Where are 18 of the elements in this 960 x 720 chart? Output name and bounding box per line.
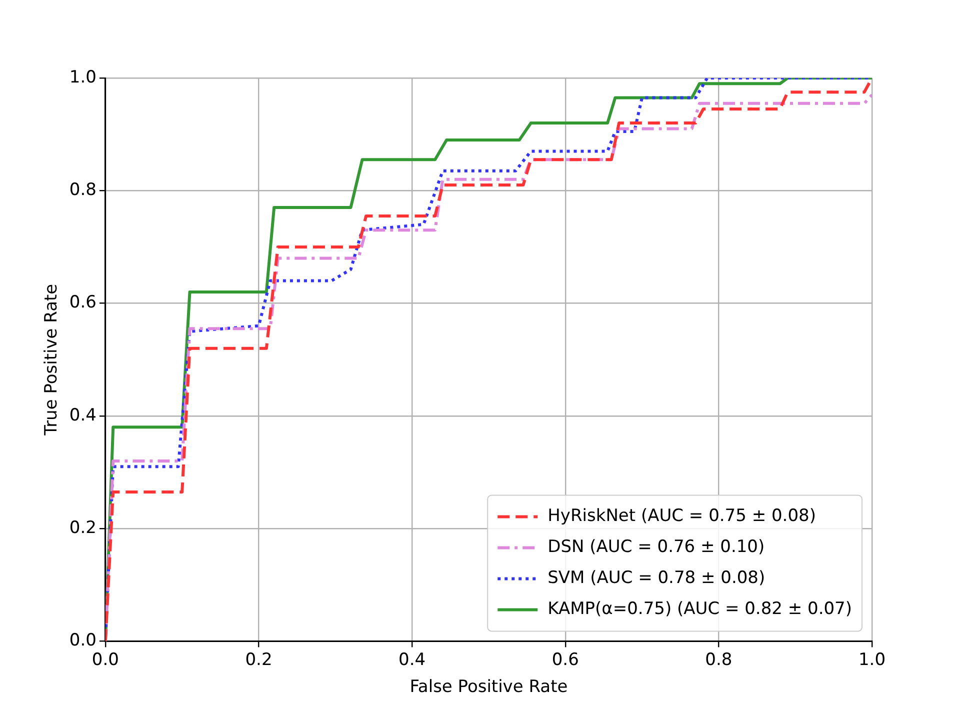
y-tick-label: 0.0 <box>69 630 96 651</box>
y-tick-label: 0.6 <box>69 292 96 313</box>
x-tick-label: 0.0 <box>92 650 119 670</box>
legend-label: DSN (AUC = 0.76 ± 0.10) <box>548 537 765 558</box>
x-tick-label: 1.0 <box>858 650 886 670</box>
legend-label: HyRiskNet (AUC = 0.75 ± 0.08) <box>548 506 816 526</box>
y-axis-title: True Positive Rate <box>42 284 62 436</box>
legend-label: SVM (AUC = 0.78 ± 0.08) <box>548 568 766 588</box>
x-tick-label: 0.6 <box>552 650 579 670</box>
legend-label: KAMP(α=0.75) (AUC = 0.82 ± 0.07) <box>548 599 852 620</box>
x-tick-label: 0.8 <box>705 650 732 670</box>
y-tick-label: 0.4 <box>69 405 96 426</box>
x-axis-title: False Positive Rate <box>410 677 568 698</box>
y-tick-label: 1.0 <box>69 67 96 88</box>
y-tick-label: 0.2 <box>69 518 96 538</box>
y-tick-label: 0.8 <box>69 180 96 200</box>
x-tick-label: 0.2 <box>245 650 272 670</box>
x-tick-label: 0.4 <box>398 650 426 670</box>
